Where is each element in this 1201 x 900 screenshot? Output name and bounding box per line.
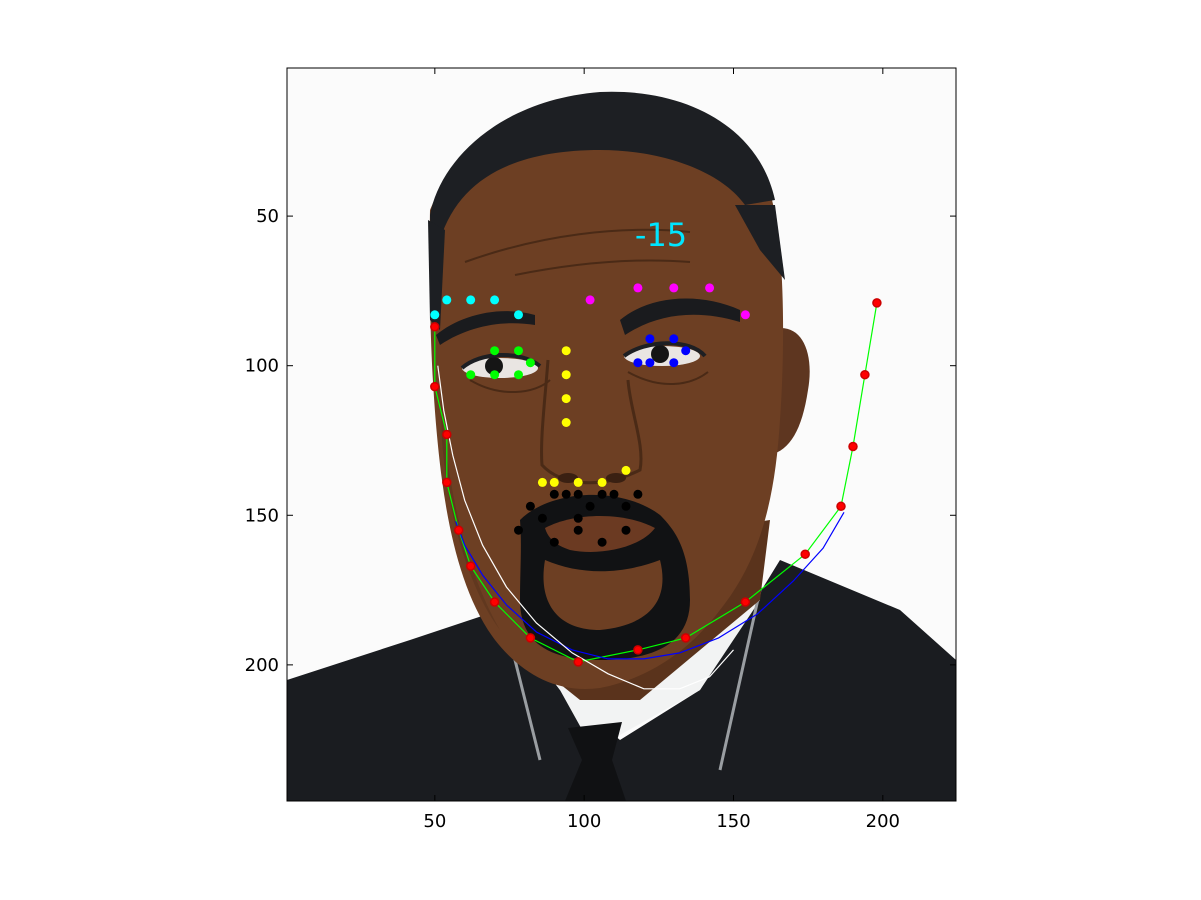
landmark-point bbox=[430, 310, 440, 320]
landmark-point bbox=[537, 513, 547, 523]
landmark-point bbox=[561, 346, 571, 356]
lips bbox=[545, 516, 655, 552]
portrait-image bbox=[287, 68, 956, 801]
face bbox=[429, 120, 784, 689]
landmark-point bbox=[525, 358, 535, 368]
forehead-lines bbox=[464, 228, 691, 276]
landmark-point bbox=[465, 561, 476, 571]
landmark-point bbox=[609, 489, 619, 499]
y-tick-label: 100 bbox=[245, 356, 279, 377]
landmark-point bbox=[490, 370, 500, 380]
landmark-point bbox=[633, 645, 643, 655]
landmark-point bbox=[872, 298, 882, 308]
landmark-point bbox=[573, 657, 583, 667]
x-tick-label: 100 bbox=[567, 811, 601, 832]
landmark-point bbox=[573, 477, 583, 487]
landmark-point bbox=[621, 465, 631, 475]
landmark-point bbox=[442, 429, 452, 440]
angle-annotation: -15 bbox=[635, 216, 687, 254]
landmark-point bbox=[645, 334, 655, 344]
landmark-point bbox=[705, 283, 715, 293]
landmark-point bbox=[836, 501, 846, 512]
landmark-point bbox=[740, 310, 750, 320]
landmark-point bbox=[621, 501, 631, 511]
landmark-point bbox=[561, 394, 571, 404]
landmark-point bbox=[573, 489, 583, 499]
hair-side-left bbox=[428, 220, 445, 330]
curve-1 bbox=[455, 511, 845, 660]
x-tick-label: 200 bbox=[866, 811, 900, 832]
landmark-point bbox=[561, 370, 571, 380]
landmark-point bbox=[633, 358, 643, 368]
right-pupil bbox=[651, 345, 669, 363]
landmark-point bbox=[597, 489, 607, 499]
landmark-point bbox=[490, 295, 500, 305]
landmark-point bbox=[514, 346, 523, 356]
y-tick-label: 50 bbox=[256, 206, 279, 227]
landmark-point bbox=[740, 597, 751, 607]
landmark-point bbox=[633, 489, 643, 499]
landmark-point bbox=[466, 295, 476, 305]
tie bbox=[565, 722, 626, 801]
landmark-point bbox=[669, 283, 679, 293]
landmark-point bbox=[489, 597, 500, 607]
x-tick-label: 50 bbox=[423, 811, 446, 832]
landmark-point bbox=[645, 358, 655, 368]
landmark-point bbox=[442, 295, 452, 305]
landmark-point bbox=[633, 283, 643, 293]
landmark-point bbox=[669, 358, 679, 368]
landmark-point bbox=[514, 525, 523, 535]
chin-skin bbox=[543, 560, 663, 630]
landmark-point bbox=[585, 295, 595, 305]
landmark-point bbox=[514, 370, 523, 380]
tick-labels: 50 100 150 200 50 100 150 200 bbox=[245, 206, 900, 832]
hair bbox=[430, 91, 775, 300]
landmark-point bbox=[669, 334, 679, 344]
left-eyebrow bbox=[436, 311, 535, 345]
y-tick-label: 150 bbox=[245, 505, 279, 526]
right-eyebrow bbox=[620, 298, 740, 335]
landmark-point bbox=[573, 525, 583, 535]
landmark-point bbox=[537, 477, 547, 487]
landmark-point bbox=[573, 513, 583, 523]
landmark-point bbox=[525, 633, 536, 643]
landmark-points bbox=[430, 283, 882, 667]
y-tick-label: 200 bbox=[245, 655, 279, 676]
axis-ticks bbox=[287, 68, 956, 801]
landmark-point bbox=[525, 501, 535, 511]
landmark-point bbox=[561, 418, 571, 427]
hairline-right bbox=[735, 205, 785, 280]
landmark-point bbox=[597, 477, 607, 487]
landmark-point bbox=[549, 489, 559, 499]
axes-frame bbox=[286, 67, 957, 802]
landmark-point bbox=[549, 537, 559, 547]
landmark-point bbox=[597, 537, 607, 547]
landmark-point bbox=[860, 369, 870, 380]
landmark-point bbox=[430, 381, 440, 392]
shirt bbox=[500, 560, 760, 735]
left-pupil bbox=[485, 357, 503, 375]
landmark-point bbox=[585, 501, 595, 511]
landmark-point bbox=[680, 633, 691, 643]
curve-2 bbox=[437, 365, 734, 690]
right-eye-lid bbox=[622, 341, 707, 358]
suit bbox=[287, 560, 956, 801]
landmark-point bbox=[430, 322, 440, 332]
nostril-right bbox=[606, 473, 626, 483]
landmark-point bbox=[848, 441, 858, 452]
landmark-point bbox=[561, 489, 571, 499]
landmark-point bbox=[453, 525, 464, 535]
landmark-point bbox=[800, 549, 810, 559]
landmark-point bbox=[490, 346, 500, 356]
landmark-point bbox=[621, 525, 631, 535]
landmark-point bbox=[442, 477, 452, 488]
nostril-left bbox=[558, 473, 578, 483]
landmark-point bbox=[549, 477, 559, 487]
landmark-point bbox=[681, 346, 691, 356]
x-tick-label: 150 bbox=[716, 811, 750, 832]
landmark-point bbox=[514, 310, 523, 320]
landmark-point bbox=[466, 370, 476, 380]
